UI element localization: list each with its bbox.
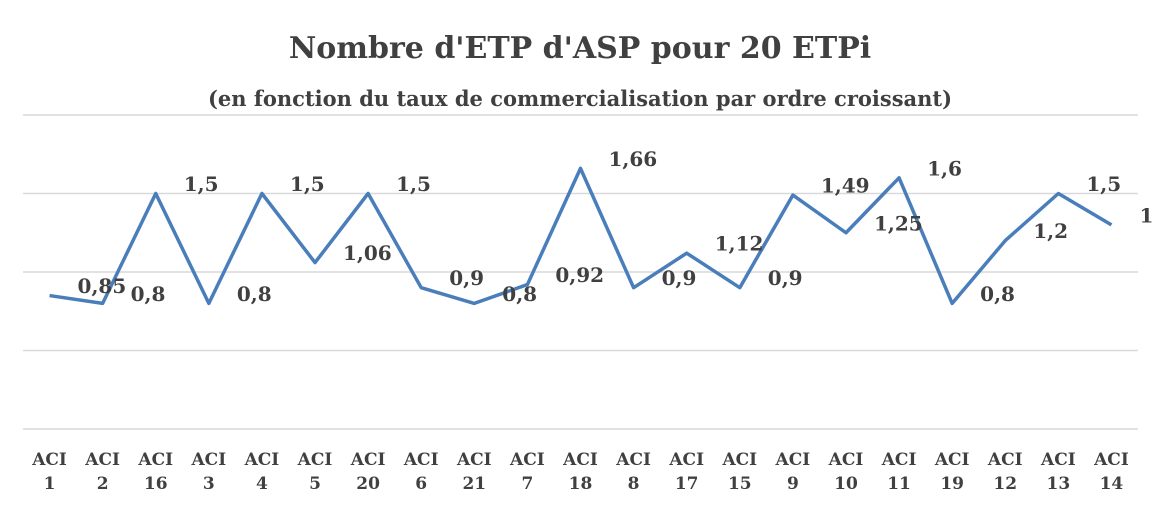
data-label: 1,3 [1139,203,1152,227]
x-tick-label: ACI 6 [403,450,439,494]
data-label: 0,9 [768,266,803,290]
data-label: 0,92 [555,263,604,287]
data-label: 1,5 [1086,172,1121,196]
x-tick-label: ACI 19 [934,450,970,494]
data-label: 1,5 [396,172,431,196]
x-tick-label: ACI 4 [244,450,280,494]
line-series [49,166,1113,306]
x-tick-label: ACI 14 [1094,450,1129,494]
x-tick-label: ACI 7 [510,450,545,494]
x-tick-label: ACI 12 [987,450,1023,494]
x-tick-label: ACI 18 [563,450,598,494]
data-label: 1,2 [1033,219,1068,243]
x-tick-label: ACI 5 [297,450,333,494]
data-label: 1,5 [184,172,219,196]
data-label: 0,8 [131,282,166,306]
x-tick-label: ACI 2 [85,450,120,494]
x-tick-label: ACI 16 [138,450,174,494]
data-label: 0,8 [980,282,1015,306]
x-tick-label: ACI 13 [1041,450,1076,494]
x-tick-label: ACI 20 [350,450,386,494]
chart-title: Nombre d'ETP d'ASP pour 20 ETPi [289,31,871,66]
x-tick-label: ACI 17 [669,450,705,494]
x-tick-label: ACI 21 [456,450,492,494]
data-label: 1,49 [821,174,870,198]
data-label: 0,9 [662,266,697,290]
x-tick-label: ACI 1 [32,450,67,494]
x-tick-label: ACI 11 [881,450,917,494]
data-label: 1,5 [290,172,325,196]
x-tick-label: ACI 9 [775,450,811,494]
data-label: 1,6 [927,156,962,180]
data-label: 0,85 [78,274,127,298]
data-label: 1,25 [874,211,923,235]
chart-subtitle: (en fonction du taux de commercialisatio… [207,86,953,111]
x-tick-label: ACI 10 [828,450,864,494]
data-label: 0,8 [237,282,272,306]
data-label: 0,8 [502,282,537,306]
data-label: 1,12 [715,232,764,256]
data-label: 1,06 [343,241,392,265]
x-tick-label: ACI 3 [191,450,227,494]
data-label: 1,66 [609,147,658,171]
x-tick-label: ACI 8 [616,450,651,494]
x-tick-label: ACI 15 [722,450,758,494]
data-label: 0,9 [449,266,484,290]
